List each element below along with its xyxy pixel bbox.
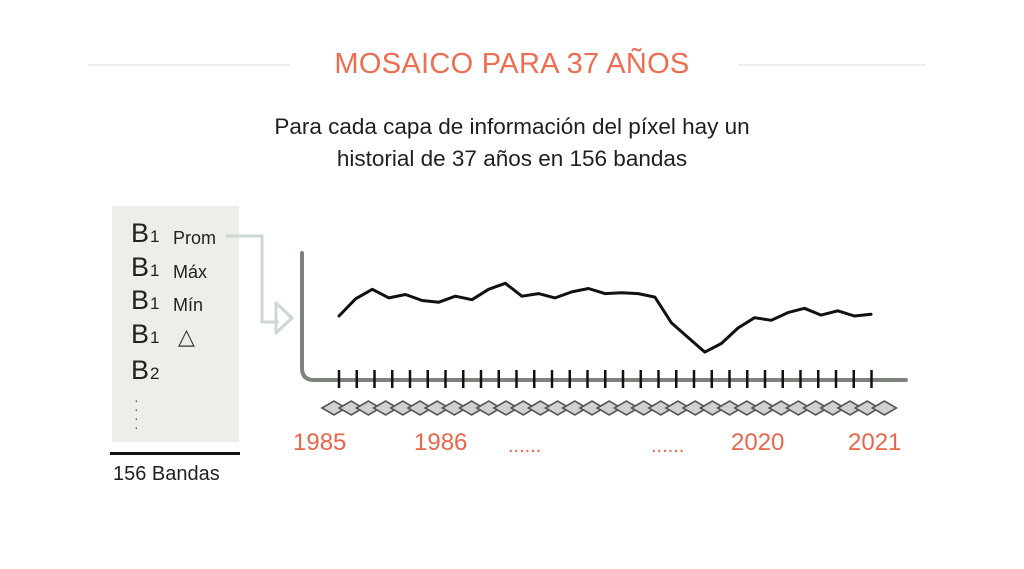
page-title: MOSAICO PARA 37 AÑOS xyxy=(334,48,690,80)
year-label-2021: 2021 xyxy=(848,429,902,456)
year-label-ellipsis-1: ...... xyxy=(508,435,542,457)
year-label-ellipsis-2: ...... xyxy=(651,435,685,457)
band-label-min: Mín xyxy=(173,295,204,315)
timeline-ticks xyxy=(337,370,873,388)
band-1-max: B1 xyxy=(131,252,159,286)
year-label-1985: 1985 xyxy=(293,429,347,456)
bands-underline xyxy=(110,452,240,455)
band-stack-chevrons xyxy=(320,400,898,416)
band-letter: B xyxy=(131,252,150,282)
year-label-1986: 1986 xyxy=(414,429,468,456)
band-2: B2 xyxy=(131,355,159,389)
connector-line xyxy=(226,234,279,324)
band-1-prom: B1 xyxy=(131,218,159,252)
band-letter: B xyxy=(131,355,150,385)
bands-caption: 156 Bandas xyxy=(113,463,220,485)
title-rule-right xyxy=(738,64,926,66)
band-letter: B xyxy=(131,285,150,315)
band-subscript: 1 xyxy=(150,328,160,347)
year-label-2020: 2020 xyxy=(731,429,785,456)
connector-arrow-icon xyxy=(274,301,294,335)
more-bands-ellipsis-icon: · · · · xyxy=(134,392,139,435)
band-label-max: Máx xyxy=(173,262,208,282)
timeline-axis xyxy=(300,251,908,382)
band-subscript: 1 xyxy=(150,294,160,313)
band-subscript: 2 xyxy=(150,364,160,383)
bands-panel xyxy=(112,206,239,442)
page-subtitle: Para cada capa de información del píxel … xyxy=(274,114,750,171)
band-label-prom: Prom xyxy=(173,228,217,248)
band-letter: B xyxy=(131,218,150,248)
band-subscript: 1 xyxy=(150,261,160,280)
band-subscript: 1 xyxy=(150,227,160,246)
title-rule-left xyxy=(88,64,290,66)
band-letter: B xyxy=(131,319,150,349)
band-1-delta: B1 xyxy=(131,319,159,353)
delta-icon: △ xyxy=(178,324,195,349)
series-line xyxy=(337,281,873,354)
band-chevron xyxy=(870,400,898,416)
band-1-min: B1 xyxy=(131,285,159,319)
